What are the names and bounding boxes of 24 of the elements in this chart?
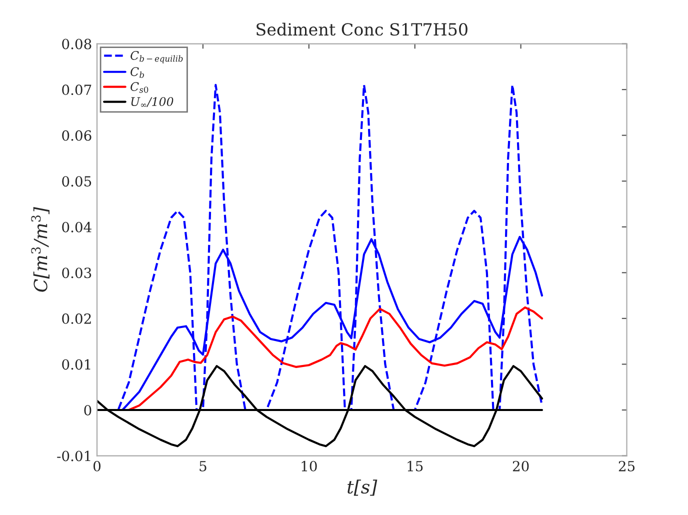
y-tick-label: 0.04 <box>62 222 92 232</box>
y-tick-label: 0.02 <box>62 313 91 324</box>
line-series <box>97 365 544 448</box>
x-tick-label: 20 <box>512 460 529 472</box>
legend-label: C$_{b}$ <box>130 67 144 78</box>
y-tick-label: -0.01 <box>57 450 90 462</box>
x-axis-title: t[s] <box>348 480 378 496</box>
legend-label: C$_{b−equilib}$ <box>130 50 183 64</box>
y-tick-label: 0.08 <box>62 38 92 50</box>
chart-title: Sediment Conc S1T7H50 <box>256 22 468 36</box>
x-tick-label: 10 <box>302 460 317 472</box>
x-tick-label: 5 <box>200 461 206 472</box>
y-tick-label: 0 <box>84 404 92 416</box>
x-tick-label: 0 <box>94 460 101 472</box>
y-tick-label: 0.05 <box>62 176 92 187</box>
y-axis-title: C[m$^{3}$/m$^{3}$] <box>31 206 50 292</box>
legend-label: C$_{s0}$ <box>130 82 148 93</box>
y-tick-label: 0.01 <box>62 359 90 370</box>
x-tick-label: 15 <box>408 460 423 472</box>
x-tick-label: 25 <box>618 460 635 472</box>
y-tick-label: 0.06 <box>62 130 92 141</box>
y-tick-label: 0.07 <box>62 84 92 96</box>
y-tick-label: 0.03 <box>62 268 92 278</box>
legend-label: U$_{∞}$/100 <box>131 97 174 107</box>
